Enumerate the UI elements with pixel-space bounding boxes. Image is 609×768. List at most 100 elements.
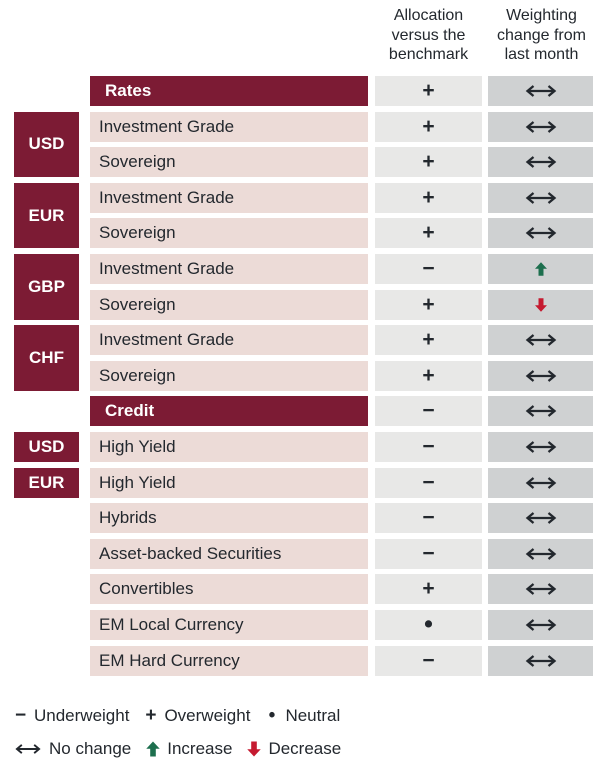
segment-label: Investment Grade xyxy=(90,253,368,284)
col-header-weighting-change: Weighting change from last month xyxy=(497,7,586,63)
currency-label-eur: EUR xyxy=(14,182,79,249)
legend-item-overweight: + Overweight xyxy=(144,705,250,727)
nochange-arrow-icon xyxy=(14,743,42,755)
nochange-arrow-icon xyxy=(525,512,556,525)
change-cell-nochange xyxy=(488,645,593,676)
underweight-icon: − xyxy=(14,705,27,726)
allocation-cell-underweight: − xyxy=(375,431,482,462)
allocation-cell-underweight: − xyxy=(375,253,482,284)
legend-label: Neutral xyxy=(285,706,341,725)
legend-label: No change xyxy=(49,739,132,758)
allocation-cell-overweight: + xyxy=(375,111,482,142)
change-cell-nochange xyxy=(488,396,593,427)
allocation-cell-overweight: + xyxy=(375,325,482,356)
allocation-cell-underweight: − xyxy=(375,467,482,498)
allocation-cell-neutral: • xyxy=(375,609,482,640)
segment-label: High Yield xyxy=(90,467,368,498)
legend: − Underweight + Overweight • Neutral No change… xyxy=(14,704,341,761)
decrease-arrow-icon xyxy=(534,297,547,312)
nochange-arrow-icon xyxy=(525,227,556,240)
nochange-arrow-icon xyxy=(525,583,556,596)
segment-label: Asset-backed Securities xyxy=(90,538,368,569)
currency-label-usd: USD xyxy=(14,111,79,178)
segment-label: Investment Grade xyxy=(90,325,368,356)
allocation-cell-overweight: + xyxy=(375,147,482,178)
increase-arrow-glyph xyxy=(146,741,160,757)
nochange-arrow-icon xyxy=(525,334,556,347)
change-cell-nochange xyxy=(488,360,593,391)
nochange-arrow-icon xyxy=(525,156,556,169)
legend-item-nochange: No change xyxy=(14,739,131,759)
overweight-icon: + xyxy=(145,705,157,726)
change-cell-nochange xyxy=(488,467,593,498)
section-label: Rates xyxy=(90,76,368,106)
change-cell-nochange xyxy=(488,609,593,640)
allocation-cell-overweight: + xyxy=(375,289,482,320)
currency-label-eur: EUR xyxy=(14,467,79,498)
segment-label: Investment Grade xyxy=(90,111,368,142)
change-cell-nochange xyxy=(488,325,593,356)
legend-label: Decrease xyxy=(268,739,342,758)
nochange-arrow-icon xyxy=(525,441,556,453)
nochange-arrow-icon xyxy=(525,120,556,133)
increase-arrow-icon xyxy=(534,262,547,276)
nochange-arrow-icon xyxy=(525,191,556,204)
currency-label-usd: USD xyxy=(14,431,79,462)
legend-item-increase: Increase xyxy=(146,739,232,759)
increase-arrow-icon xyxy=(146,741,160,757)
section-label: Credit xyxy=(90,396,368,427)
nochange-arrow-icon xyxy=(525,476,556,489)
allocation-cell-overweight: + xyxy=(375,218,482,249)
allocation-cell-underweight: − xyxy=(375,538,482,569)
nochange-arrow-glyph xyxy=(15,744,41,754)
change-cell-nochange xyxy=(488,218,593,249)
change-cell-nochange xyxy=(488,147,593,178)
currency-label-chf: CHF xyxy=(14,325,79,391)
col-header-allocation: Allocation versus the benchmark xyxy=(388,7,469,63)
legend-label: Underweight xyxy=(34,706,130,725)
change-cell-increase xyxy=(488,253,593,284)
segment-label: High Yield xyxy=(90,431,368,462)
change-cell-nochange xyxy=(488,76,593,106)
segment-label: Sovereign xyxy=(90,289,368,320)
decrease-arrow-glyph xyxy=(247,741,262,757)
segment-label: Investment Grade xyxy=(90,182,368,213)
nochange-arrow-icon xyxy=(525,654,556,667)
nochange-arrow-icon xyxy=(525,619,556,631)
change-cell-nochange xyxy=(488,182,593,213)
segment-label: Convertibles xyxy=(90,574,368,605)
legend-row-1: − Underweight + Overweight • Neutral xyxy=(14,704,341,728)
allocation-table: Rates + USD Investment Grade + Sovereign + EUR I… xyxy=(14,76,593,676)
change-cell-nochange xyxy=(488,111,593,142)
legend-label: Overweight xyxy=(164,706,251,725)
segment-label: EM Local Currency xyxy=(90,609,368,640)
segment-label: Hybrids xyxy=(90,503,368,534)
change-cell-nochange xyxy=(488,574,593,605)
segment-label: Sovereign xyxy=(90,147,368,178)
change-cell-nochange xyxy=(488,538,593,569)
change-cell-nochange xyxy=(488,503,593,534)
allocation-cell-overweight: + xyxy=(375,182,482,213)
legend-item-neutral: • Neutral xyxy=(265,705,341,727)
neutral-icon: • xyxy=(268,705,276,726)
change-cell-decrease xyxy=(488,289,593,320)
change-cell-nochange xyxy=(488,431,593,462)
nochange-arrow-icon xyxy=(525,405,556,418)
legend-row-2: No change Increase Decrease xyxy=(14,737,341,761)
allocation-cell-underweight: − xyxy=(375,503,482,534)
legend-item-decrease: Decrease xyxy=(247,739,341,759)
allocation-cell-overweight: + xyxy=(375,574,482,605)
currency-label-gbp: GBP xyxy=(14,253,79,320)
allocation-cell-underweight: − xyxy=(375,396,482,427)
segment-label: Sovereign xyxy=(90,360,368,391)
segment-label: Sovereign xyxy=(90,218,368,249)
nochange-arrow-icon xyxy=(525,547,556,560)
decrease-arrow-icon xyxy=(247,741,262,757)
allocation-cell-underweight: − xyxy=(375,645,482,676)
legend-label: Increase xyxy=(167,739,233,758)
allocation-cell-overweight: + xyxy=(375,360,482,391)
nochange-arrow-icon xyxy=(525,85,556,97)
nochange-arrow-icon xyxy=(525,369,556,382)
legend-item-underweight: − Underweight xyxy=(14,705,130,727)
